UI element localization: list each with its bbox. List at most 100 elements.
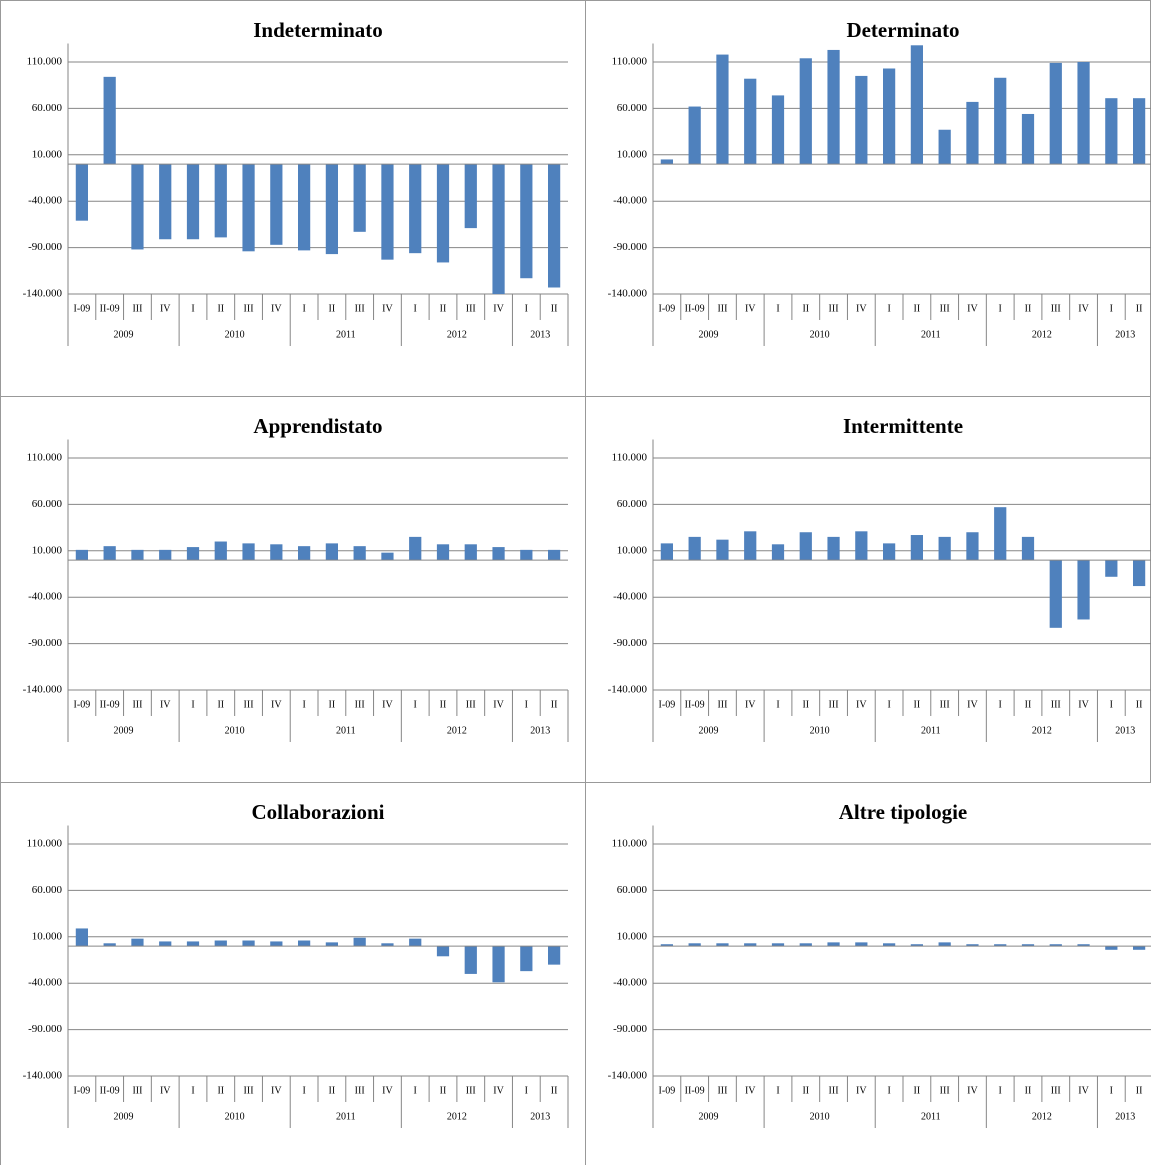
x-tick-label: III: [132, 303, 142, 314]
y-tick-label: 10.000: [32, 148, 63, 160]
x-tick-label: III: [829, 699, 839, 710]
x-tick-label: II: [1025, 699, 1032, 710]
x-tick-label: IV: [493, 1085, 504, 1096]
bar: [131, 938, 144, 947]
bar: [716, 54, 729, 165]
bar: [1077, 560, 1090, 620]
bar: [1105, 560, 1118, 577]
bar: [1133, 98, 1146, 165]
bar: [966, 944, 979, 947]
bar: [298, 164, 311, 251]
x-tick-label: III: [1051, 303, 1061, 314]
bar: [910, 45, 923, 165]
x-tick-label: II: [551, 1085, 558, 1096]
group-label: 2011: [336, 725, 356, 736]
group-label: 2009: [114, 329, 134, 340]
y-tick-label: 110.000: [612, 452, 648, 464]
x-tick-label: II: [1136, 699, 1143, 710]
y-tick-label: 10.000: [617, 544, 648, 556]
y-tick-label: 60.000: [617, 498, 648, 510]
bar: [353, 546, 366, 561]
x-tick-label: II: [914, 1085, 921, 1096]
x-tick-label: I: [999, 1085, 1002, 1096]
y-tick-label: -140.000: [23, 1070, 63, 1082]
bar: [799, 532, 812, 561]
x-tick-label: IV: [967, 1085, 978, 1096]
y-tick-label: 10.000: [617, 930, 648, 942]
x-tick-label: IV: [856, 303, 867, 314]
x-tick-label: I: [414, 699, 417, 710]
bar: [827, 49, 840, 165]
bar: [910, 535, 923, 561]
x-tick-label: IV: [382, 303, 393, 314]
x-tick-label: III: [132, 1085, 142, 1096]
group-label: 2011: [921, 725, 941, 736]
group-label: 2012: [447, 329, 467, 340]
x-tick-label: II: [329, 303, 336, 314]
y-tick-label: -140.000: [608, 288, 648, 300]
x-tick-label: I: [999, 699, 1002, 710]
bar: [159, 549, 172, 561]
bar: [855, 75, 868, 165]
group-label: 2013: [1115, 725, 1135, 736]
x-tick-label: II: [329, 1085, 336, 1096]
bar: [1077, 944, 1090, 947]
bar: [1105, 98, 1118, 165]
bar: [827, 942, 840, 947]
x-tick-label: I: [414, 1085, 417, 1096]
bar: [298, 940, 311, 947]
x-tick-label: IV: [1078, 303, 1089, 314]
bar: [1021, 536, 1035, 561]
y-tick-label: 110.000: [27, 56, 63, 68]
x-tick-label: I: [1110, 303, 1113, 314]
x-tick-label: III: [940, 699, 950, 710]
bar: [103, 546, 116, 561]
group-label: 2012: [1032, 725, 1052, 736]
group-label: 2012: [447, 725, 467, 736]
x-tick-label: II: [217, 303, 224, 314]
x-tick-label: II: [329, 699, 336, 710]
y-tick-label: -90.000: [613, 241, 647, 253]
x-tick-label: I-09: [74, 699, 91, 710]
y-tick-label: -140.000: [608, 684, 648, 696]
bar: [186, 164, 200, 240]
x-tick-label: II-09: [100, 303, 120, 314]
x-tick-label: III: [1051, 699, 1061, 710]
bar: [966, 101, 979, 165]
bar: [688, 536, 701, 561]
bar: [799, 58, 812, 165]
bar: [660, 543, 673, 561]
chart-title: Indeterminato: [253, 18, 383, 42]
bar: [1077, 62, 1090, 165]
group-label: 2013: [530, 329, 550, 340]
x-tick-label: IV: [160, 699, 171, 710]
group-label: 2013: [530, 725, 550, 736]
bar: [1049, 944, 1062, 947]
x-tick-label: IV: [493, 699, 504, 710]
bar: [381, 552, 394, 561]
group-label: 2012: [1032, 1111, 1052, 1122]
x-tick-label: III: [717, 1085, 727, 1096]
x-tick-label: IV: [1078, 699, 1089, 710]
bar: [716, 943, 729, 947]
bar: [799, 943, 812, 947]
bar: [855, 942, 868, 947]
y-tick-label: -90.000: [28, 637, 62, 649]
x-tick-label: IV: [967, 303, 978, 314]
bar: [492, 547, 505, 561]
bar: [1105, 946, 1118, 950]
x-tick-label: I: [887, 1085, 890, 1096]
y-tick-label: -40.000: [613, 977, 647, 989]
chart-title: Intermittente: [843, 414, 963, 438]
group-label: 2009: [114, 725, 134, 736]
bar: [1021, 113, 1035, 165]
x-tick-label: II: [440, 303, 447, 314]
bar: [994, 944, 1007, 947]
x-tick-label: II: [802, 699, 809, 710]
bar: [855, 531, 868, 561]
x-tick-label: IV: [745, 1085, 756, 1096]
group-label: 2009: [699, 725, 719, 736]
y-tick-label: 60.000: [617, 102, 648, 114]
y-tick-label: -40.000: [28, 591, 62, 603]
